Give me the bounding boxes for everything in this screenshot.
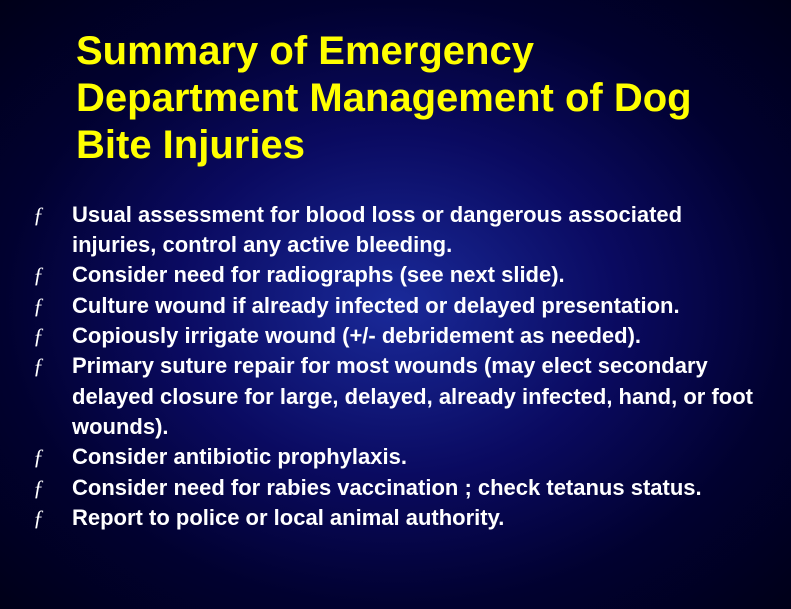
list-item: Copiously irrigate wound (+/- debridemen… — [30, 321, 761, 351]
slide-title: Summary of Emergency Department Manageme… — [76, 28, 761, 170]
slide: Summary of Emergency Department Manageme… — [0, 0, 791, 609]
bullet-list: Usual assessment for blood loss or dange… — [30, 200, 761, 534]
list-item: Report to police or local animal authori… — [30, 503, 761, 533]
list-item: Consider need for rabies vaccination ; c… — [30, 473, 761, 503]
list-item: Primary suture repair for most wounds (m… — [30, 351, 761, 442]
list-item: Consider need for radiographs (see next … — [30, 260, 761, 290]
list-item: Culture wound if already infected or del… — [30, 291, 761, 321]
list-item: Usual assessment for blood loss or dange… — [30, 200, 761, 261]
list-item: Consider antibiotic prophylaxis. — [30, 442, 761, 472]
